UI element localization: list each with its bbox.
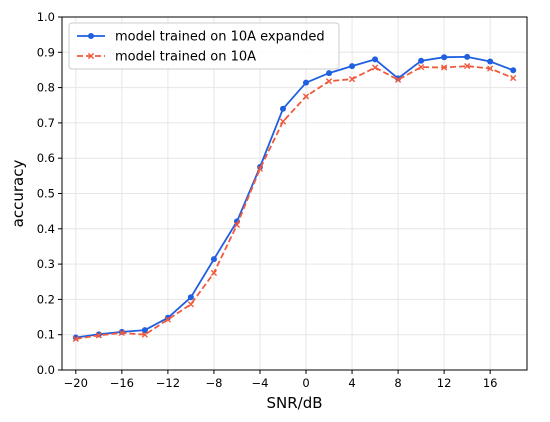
x-tick-label: 4	[348, 376, 355, 390]
series-1-point	[487, 58, 494, 65]
x-tick-label: −8	[205, 376, 222, 390]
x-tick-label: 16	[483, 376, 498, 390]
series-2-point	[394, 76, 402, 83]
legend: model trained on 10A expanded model train…	[68, 22, 340, 70]
y-tick-label: 0.5	[37, 187, 55, 201]
series-2-point	[233, 221, 241, 229]
y-tick-label: 0.1	[37, 328, 55, 342]
series-1-point	[510, 67, 517, 74]
x-tick-label: −12	[156, 376, 180, 390]
x-tick-label: 0	[302, 376, 309, 390]
x-tick-label: −4	[251, 376, 268, 390]
y-tick-label: 0.0	[37, 363, 55, 377]
series-line-2	[75, 65, 514, 340]
x-tick-label: 12	[437, 376, 452, 390]
y-tick-label: 0.2	[37, 292, 55, 306]
series-1-point	[326, 70, 333, 77]
series-2-point	[279, 118, 287, 125]
series-2-point	[418, 64, 425, 71]
y-axis-label: accuracy	[9, 160, 27, 228]
series-2-point	[464, 62, 471, 70]
series-1-point	[118, 328, 125, 335]
y-tick-label: 0.4	[37, 222, 55, 236]
y-tick-label: 0.7	[37, 116, 55, 130]
series-line-1	[75, 55, 514, 339]
series-2-point	[487, 65, 494, 72]
series-layer	[72, 53, 517, 343]
series-2-point	[371, 64, 379, 71]
series-2-point	[72, 335, 79, 343]
series-1-point	[464, 53, 471, 60]
series-2-point	[348, 76, 356, 83]
series-1-point	[164, 314, 171, 321]
series-2-point	[118, 329, 125, 337]
x-tick-label: 8	[394, 376, 401, 390]
grid	[62, 16, 527, 371]
series-1-point	[418, 57, 425, 64]
series-2-point	[256, 165, 264, 172]
y-tick-label: 1.0	[37, 10, 55, 24]
ticks: −20 −16 −12 −8 −4 0 4 8 12 16 0.0 0.1 0.2 0.3 0.4 0.5 0.…	[37, 10, 498, 390]
series-2-point	[441, 64, 448, 71]
series-1-point	[372, 56, 379, 63]
series-1-point	[210, 256, 217, 263]
series-2-point	[325, 78, 333, 85]
series-1-point	[279, 105, 286, 112]
legend-box	[68, 22, 340, 70]
series-2-point	[164, 316, 171, 323]
series-2-point	[187, 301, 195, 308]
series-1-point	[441, 54, 448, 61]
y-tick-label: 0.8	[37, 81, 55, 95]
series-1-point	[187, 294, 194, 301]
legend-label-1: model trained on 10A expanded	[115, 30, 325, 45]
y-tick-label: 0.3	[37, 257, 55, 271]
y-tick-label: 0.9	[37, 45, 55, 59]
series-1-point	[303, 79, 310, 86]
x-tick-label: −16	[110, 376, 134, 390]
series-2-point	[210, 269, 218, 277]
legend-label-2: model trained on 10A	[115, 50, 256, 65]
series-2-point	[95, 332, 102, 339]
series-2-point	[141, 331, 148, 338]
series-2-point	[302, 93, 310, 100]
y-tick-label: 0.6	[37, 151, 55, 165]
x-axis-label: SNR/dB	[266, 394, 322, 412]
x-tick-label: −20	[64, 376, 88, 390]
series-1-point	[349, 63, 356, 70]
series-1-point	[141, 327, 148, 334]
series-2-point	[510, 74, 517, 82]
legend-marker-2	[87, 52, 95, 60]
legend-marker-1	[88, 33, 94, 39]
